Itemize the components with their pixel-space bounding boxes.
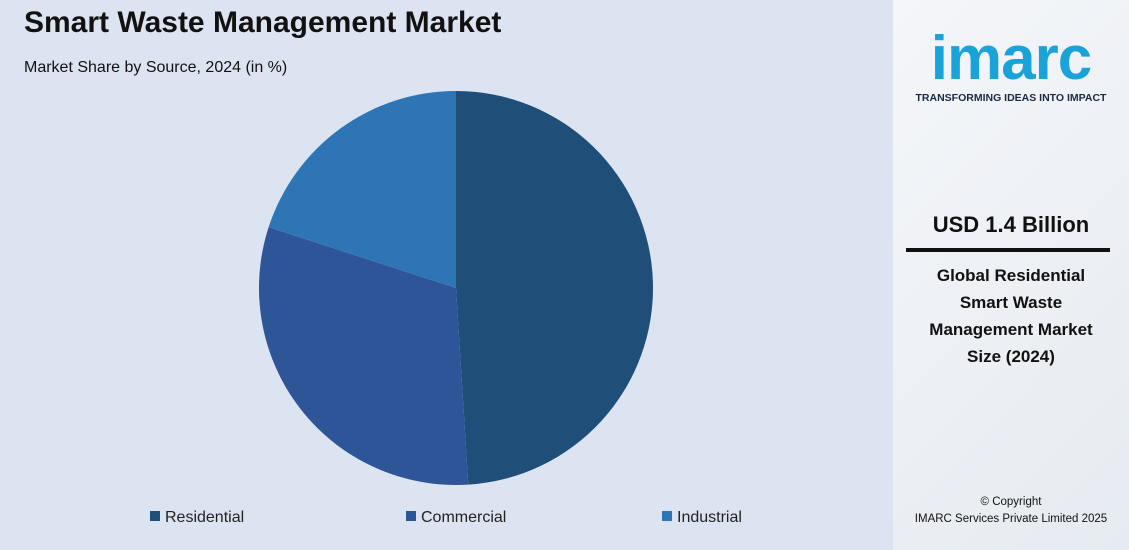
market-value: USD 1.4 Billion xyxy=(932,212,1090,237)
pie-slice xyxy=(259,227,469,485)
pie-slice xyxy=(268,91,456,288)
logo: imarc xyxy=(930,24,1092,93)
chart-title: Smart Waste Management Market xyxy=(24,6,501,39)
tagline: TRANSFORMING IDEAS INTO IMPACT xyxy=(915,92,1107,104)
legend-swatch xyxy=(150,511,160,521)
legend-swatch xyxy=(406,511,416,521)
chart: Smart Waste Management Market Market Sha… xyxy=(0,0,893,550)
legend-swatch xyxy=(662,511,672,521)
company: IMARC Services Private Limited 2025 xyxy=(914,513,1108,525)
legend-label: Industrial xyxy=(677,509,742,526)
chart-subtitle: Market Share by Source, 2024 (in %) xyxy=(24,59,287,76)
legend-label: Residential xyxy=(165,509,244,526)
divider xyxy=(906,248,1110,252)
sidebar: imarc TRANSFORMING IDEAS INTO IMPACT USD… xyxy=(893,0,1129,550)
copyright: © Copyright xyxy=(980,496,1042,508)
description: Global Residential Smart Waste Managemen… xyxy=(929,266,1093,366)
legend-label: Commercial xyxy=(421,509,506,526)
pie-slice xyxy=(456,91,653,485)
